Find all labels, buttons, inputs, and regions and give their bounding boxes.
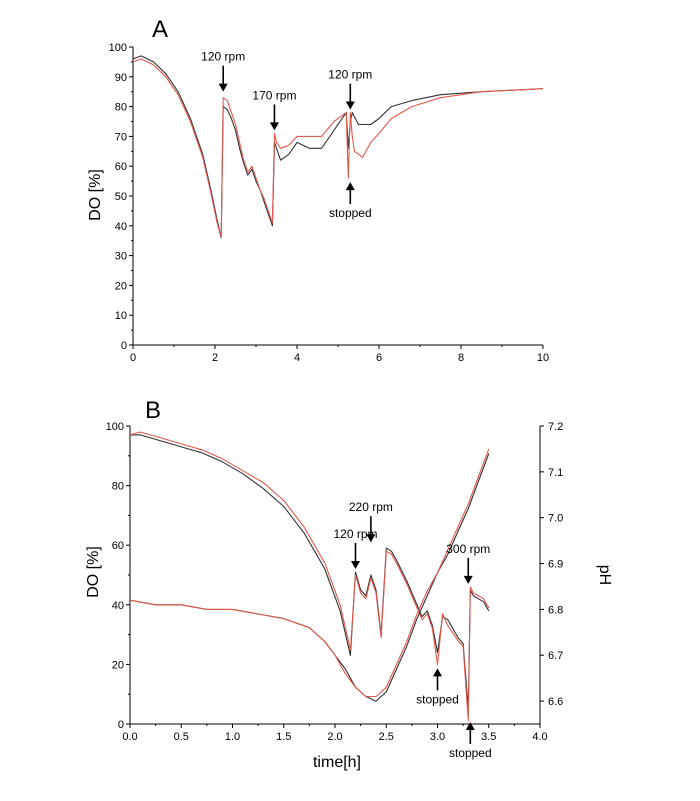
panel-a-y-tick-label: 60 bbox=[115, 161, 127, 173]
panel-a-x-tick-label: 0 bbox=[130, 352, 136, 364]
annotation-label: 170 rpm bbox=[252, 88, 296, 102]
panel-b-series-4-line bbox=[129, 448, 490, 698]
annotation-label: stopped bbox=[329, 206, 372, 220]
panel-a-series-1-line bbox=[132, 55, 544, 239]
panel-a: A DO [%] 0 2 4 6 8 10010203040506070809010012… bbox=[87, 16, 549, 364]
annotation-arrow-head bbox=[463, 575, 473, 584]
panel-b-y-right-tick-label: 7.0 bbox=[548, 513, 563, 525]
panel-a-series-2-line bbox=[132, 58, 544, 239]
panel-b-x-tick-label: 2.5 bbox=[379, 731, 394, 743]
annotation-arrow-head bbox=[345, 182, 355, 191]
panel-b-y-right-tick-label: 6.6 bbox=[548, 696, 563, 708]
panel-b-x-tick-label: 4.0 bbox=[532, 731, 547, 743]
annotation-label: stopped bbox=[449, 746, 492, 760]
panel-a-annotation: 120 rpm bbox=[201, 50, 245, 92]
panel-b-x-tick-label: 1.5 bbox=[276, 731, 291, 743]
panel-a-y-tick-label: 20 bbox=[115, 280, 127, 292]
panel-a-x-tick-label: 6 bbox=[376, 352, 382, 364]
panel-b-x-tick-label: 1.0 bbox=[225, 731, 240, 743]
panel-a-y-tick-label: 50 bbox=[115, 191, 127, 203]
annotation-arrow-head bbox=[465, 722, 475, 731]
panel-b-annotation: 220 rpm bbox=[349, 500, 393, 543]
panel-b-xlabel: time[h] bbox=[313, 754, 361, 771]
panel-a-annotation: 170 rpm bbox=[252, 88, 296, 131]
panel-b-y-tick-label: 80 bbox=[112, 481, 124, 493]
annotation-arrow-head bbox=[366, 534, 376, 543]
panel-b-x-tick-label: 0.0 bbox=[122, 731, 137, 743]
annotation-label: 120 rpm bbox=[333, 527, 377, 541]
annotation-label: 120 rpm bbox=[201, 50, 245, 64]
panel-b-label: B bbox=[145, 397, 161, 424]
panel-b-y-right-tick-label: 6.8 bbox=[548, 604, 563, 616]
panel-a-y-tick-label: 30 bbox=[115, 251, 127, 263]
panel-b-annotation: 300 rpm bbox=[446, 542, 490, 584]
panel-a-x-tick-label: 4 bbox=[294, 352, 300, 364]
panel-a-y-tick-label: 10 bbox=[115, 310, 127, 322]
annotation-label: 220 rpm bbox=[349, 500, 393, 514]
panel-b-annotation: stopped bbox=[449, 722, 492, 760]
panel-b-ylabel: DO [%] bbox=[85, 546, 102, 598]
panel-b-y-right-tick-label: 7.2 bbox=[548, 421, 563, 433]
annotation-arrow-head bbox=[218, 83, 228, 92]
panel-b-y-right-tick-label: 7.1 bbox=[548, 467, 563, 479]
annotation-label: stopped bbox=[416, 692, 459, 706]
panel-a-y-tick-label: 80 bbox=[115, 102, 127, 114]
annotation-arrow-head bbox=[351, 561, 360, 570]
panel-a-ylabel: DO [%] bbox=[87, 169, 104, 221]
panel-a-y-tick-label: 100 bbox=[109, 42, 127, 54]
panel-a-y-tick-label: 70 bbox=[115, 131, 127, 143]
panel-a-x-tick-label: 2 bbox=[212, 352, 218, 364]
annotation-arrow-head bbox=[269, 122, 279, 131]
panel-b-x-tick-label: 2.0 bbox=[327, 731, 342, 743]
panel-b-y-tick-label: 40 bbox=[112, 600, 124, 612]
panel-b-x-tick-label: 0.5 bbox=[174, 731, 189, 743]
panel-b-annotation: stopped bbox=[416, 668, 459, 706]
panel-b-y-tick-label: 100 bbox=[106, 421, 124, 433]
panel-b-series-2-line bbox=[129, 431, 490, 722]
panel-a-y-tick-label: 0 bbox=[121, 340, 127, 352]
panel-a-x-tick-label: 8 bbox=[458, 352, 464, 364]
annotation-label: 300 rpm bbox=[446, 542, 490, 556]
annotation-arrow-head bbox=[433, 668, 442, 677]
panel-b-y-right-tick-label: 6.7 bbox=[548, 650, 563, 662]
panel-a-x-tick-label: 10 bbox=[537, 352, 549, 364]
annotation-label: 120 rpm bbox=[328, 68, 372, 82]
panel-b-y-tick-label: 60 bbox=[112, 540, 124, 552]
panel-a-y-tick-label: 90 bbox=[115, 72, 127, 84]
panel-a-annotation: stopped bbox=[329, 182, 372, 220]
panel-a-y-tick-label: 40 bbox=[115, 221, 127, 233]
panel-a-annotation: 120 rpm bbox=[328, 68, 372, 110]
panel-b-ylabel-right: pH bbox=[596, 565, 613, 585]
panel-b-series-1-line bbox=[130, 434, 490, 710]
panel-b-annotation: 120 rpm bbox=[333, 527, 378, 570]
annotation-arrow-head bbox=[345, 101, 355, 110]
panel-b-x-tick-label: 3.0 bbox=[430, 731, 445, 743]
panel-b: B DO [%] pH time[h] 0.0 0.5 1.0 1.5 2.0 2.5 3.… bbox=[85, 397, 613, 771]
panel-b-x-tick-label: 3.5 bbox=[481, 731, 496, 743]
panel-a-label: A bbox=[152, 16, 168, 43]
panel-b-y-right-tick-label: 6.9 bbox=[548, 559, 563, 571]
panel-b-y-tick-label: 0 bbox=[118, 719, 124, 731]
panel-b-y-tick-label: 20 bbox=[112, 659, 124, 671]
